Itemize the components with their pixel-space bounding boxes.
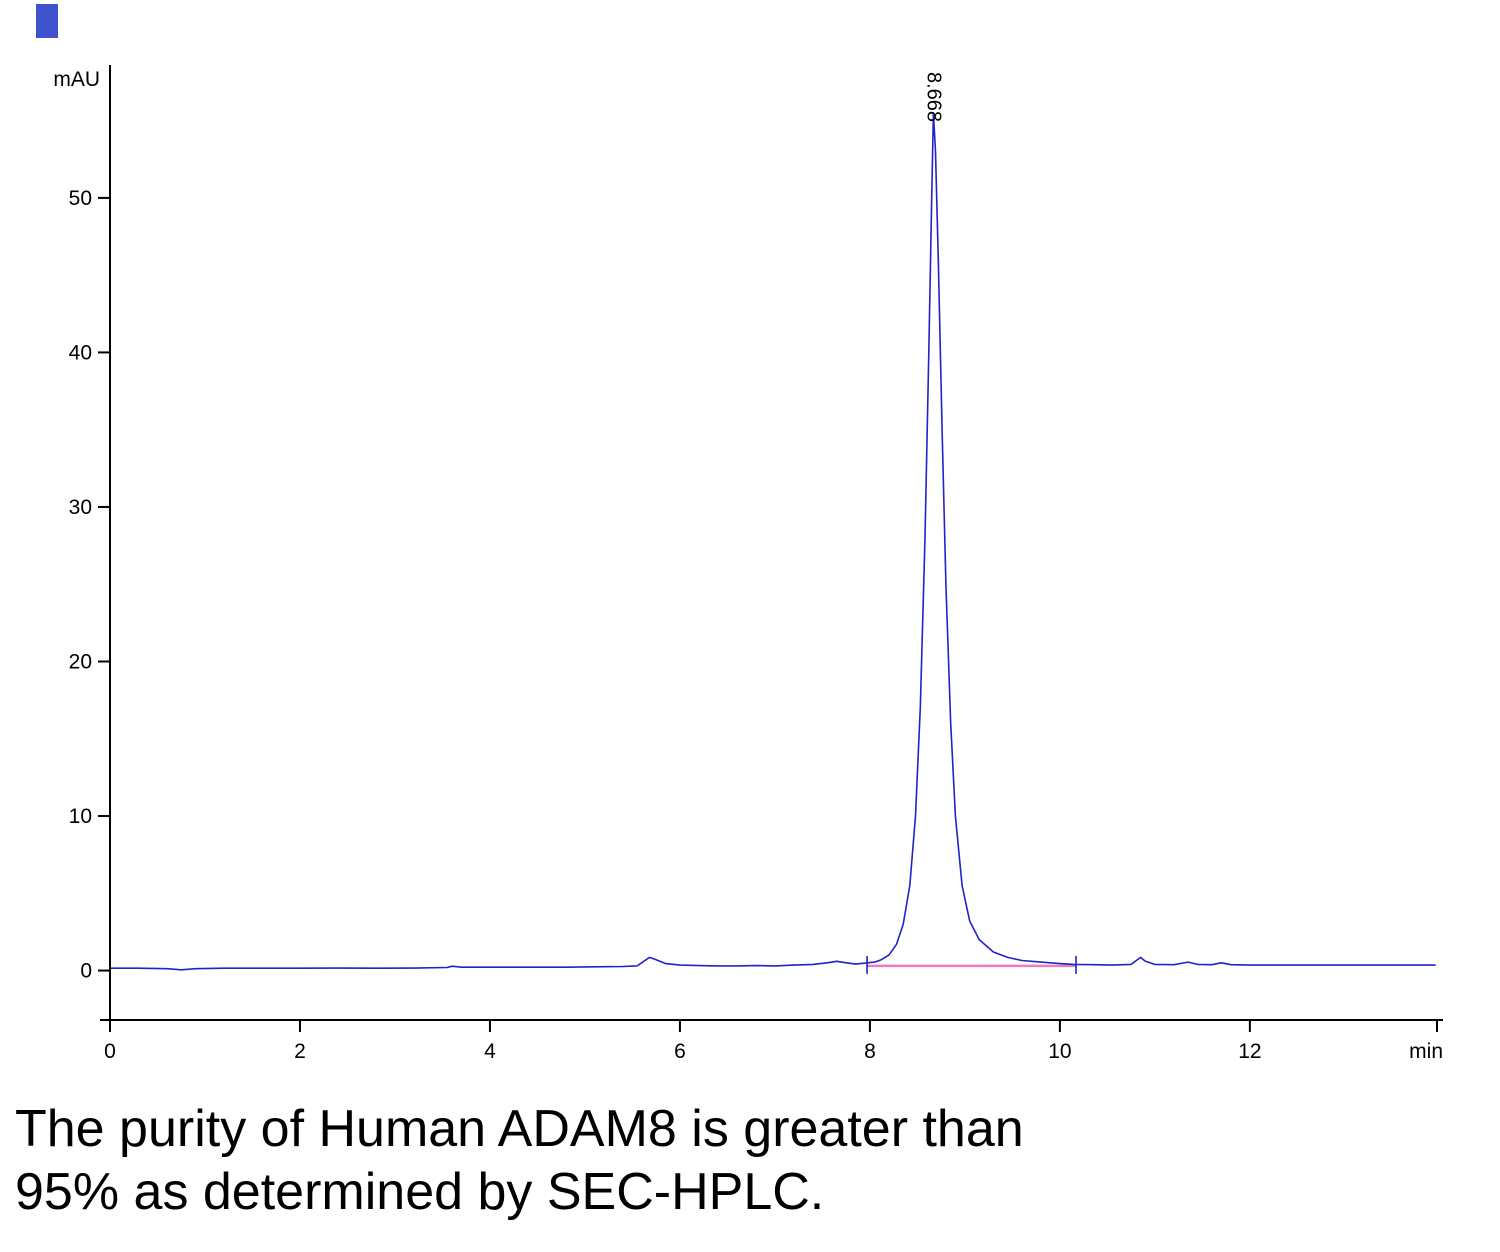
x-tick-label: 10 bbox=[1048, 1040, 1071, 1063]
y-tick-label: 40 bbox=[69, 341, 92, 364]
chromatogram-svg: 0 10 20 30 40 50 mAU 0 2 4 6 8 10 12 min 8.668 bbox=[53, 65, 1443, 1063]
peak-retention-time-label: 8.668 bbox=[922, 72, 944, 122]
y-tick-label: 50 bbox=[69, 187, 92, 210]
uv-trace bbox=[109, 112, 1436, 971]
x-tick-label: 12 bbox=[1238, 1040, 1261, 1063]
x-tick-label: 4 bbox=[484, 1040, 496, 1063]
y-tick-label: 20 bbox=[69, 650, 92, 673]
x-tick-label: 8 bbox=[864, 1040, 876, 1063]
x-tick-label: 6 bbox=[674, 1040, 686, 1063]
y-tick-label: 30 bbox=[69, 496, 92, 519]
corner-mark bbox=[36, 4, 58, 38]
x-tick-label: 0 bbox=[104, 1040, 116, 1063]
caption-line-2: 95% as determined by SEC-HPLC. bbox=[15, 1163, 825, 1222]
caption: The purity of Human ADAM8 is greater tha… bbox=[15, 1098, 1415, 1225]
y-tick-label: 0 bbox=[80, 960, 92, 983]
y-tick-label: 10 bbox=[69, 805, 92, 828]
x-tick-label: 2 bbox=[294, 1040, 306, 1063]
x-axis-unit-label: min bbox=[1409, 1040, 1443, 1063]
y-axis-unit-label: mAU bbox=[53, 68, 100, 91]
chromatogram: 0 10 20 30 40 50 mAU 0 2 4 6 8 10 12 min 8.668 bbox=[53, 65, 1443, 1063]
caption-line-1: The purity of Human ADAM8 is greater tha… bbox=[15, 1100, 1024, 1158]
